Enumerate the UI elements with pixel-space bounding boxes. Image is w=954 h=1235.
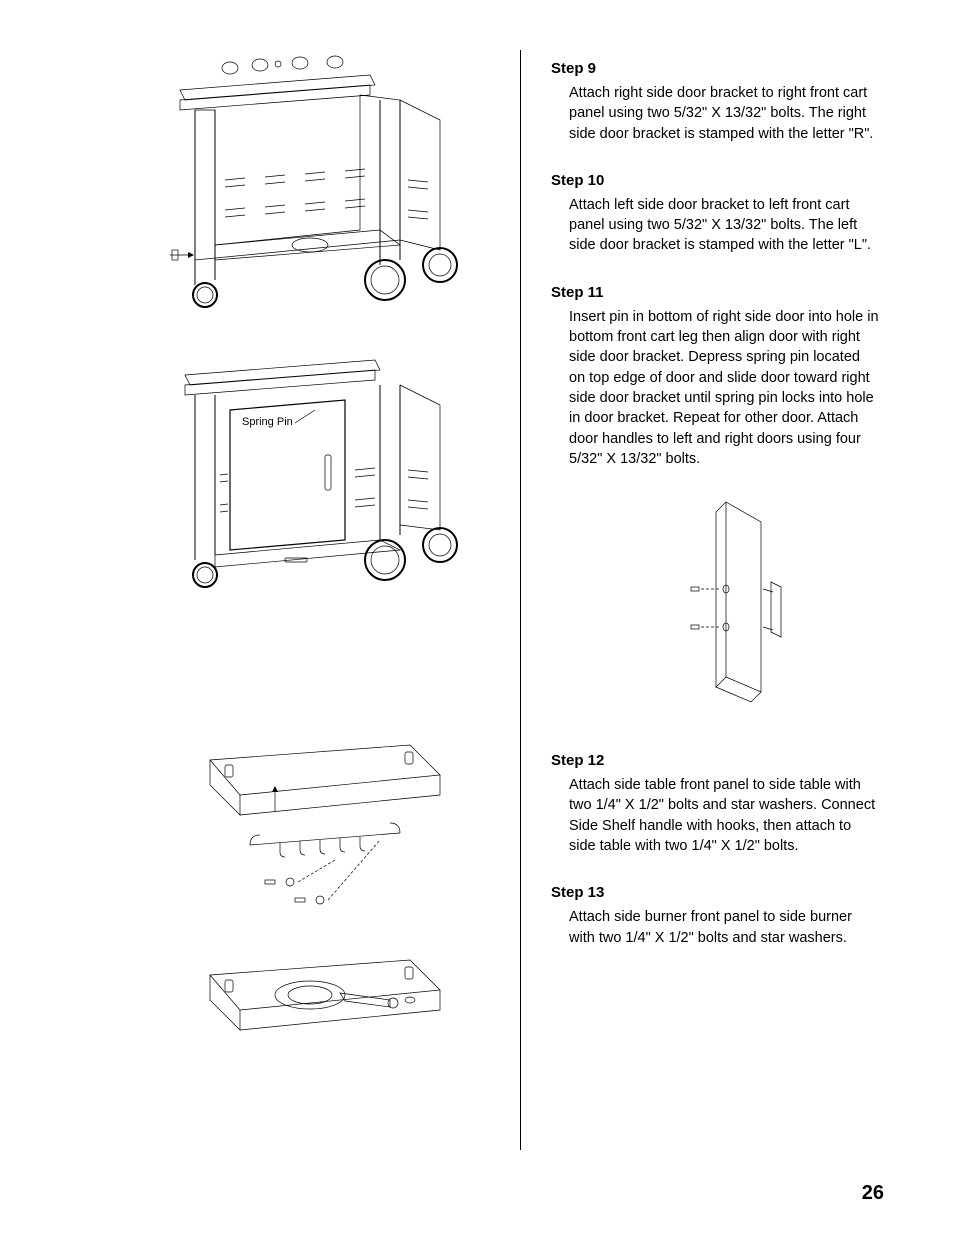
step-title: Step 10: [551, 172, 880, 189]
figure-door-handle: [591, 497, 880, 722]
figure-cart-door: Spring Pin: [170, 355, 470, 610]
figure-cart-top: [170, 50, 470, 325]
step-body: Attach left side door bracket to left fr…: [551, 195, 880, 256]
page-number: 26: [862, 1182, 884, 1205]
page-container: Spring Pin: [0, 0, 954, 1180]
step-9: Step 9 Attach right side door bracket to…: [551, 60, 880, 144]
figure-side-table: [180, 740, 460, 915]
step-title: Step 9: [551, 60, 880, 77]
step-body: Attach right side door bracket to right …: [551, 83, 880, 144]
figure-side-burner: [180, 945, 460, 1090]
step-body: Attach side table front panel to side ta…: [551, 775, 880, 856]
step-body: Insert pin in bottom of right side door …: [551, 307, 880, 469]
right-column: Step 9 Attach right side door bracket to…: [520, 50, 880, 1150]
step-title: Step 13: [551, 884, 880, 901]
step-10: Step 10 Attach left side door bracket to…: [551, 172, 880, 256]
step-11: Step 11 Insert pin in bottom of right si…: [551, 284, 880, 469]
step-title: Step 11: [551, 284, 880, 301]
step-12: Step 12 Attach side table front panel to…: [551, 752, 880, 856]
step-title: Step 12: [551, 752, 880, 769]
step-body: Attach side burner front panel to side b…: [551, 907, 880, 948]
spring-pin-label: Spring Pin: [242, 416, 293, 428]
step-13: Step 13 Attach side burner front panel t…: [551, 884, 880, 948]
left-column: Spring Pin: [150, 50, 520, 1150]
